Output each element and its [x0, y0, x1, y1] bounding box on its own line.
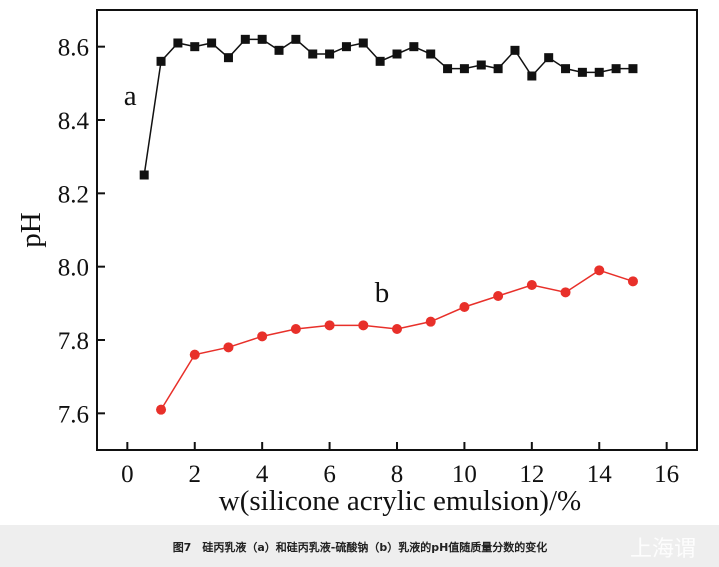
series-label: a	[124, 80, 137, 112]
marker	[493, 291, 504, 301]
marker	[173, 38, 183, 48]
marker	[627, 276, 638, 287]
marker	[189, 349, 200, 360]
marker	[493, 64, 503, 74]
marker	[358, 38, 368, 48]
marker	[544, 53, 554, 63]
caption: 图7 硅丙乳液（a）和硅丙乳液-硫酸钠（b）乳液的pH值随质量分数的变化	[173, 540, 548, 554]
marker	[392, 49, 402, 59]
marker	[223, 53, 233, 63]
marker	[274, 45, 284, 55]
y-tick-label: 7.6	[58, 401, 89, 428]
marker	[459, 302, 470, 312]
marker	[240, 34, 250, 44]
y-tick-label: 8.4	[58, 108, 90, 135]
marker	[257, 331, 268, 342]
marker	[425, 316, 436, 327]
y-tick-label: 8.0	[58, 255, 89, 282]
x-tick-label: 2	[189, 461, 202, 488]
y-axis-label: pH	[15, 212, 47, 248]
marker	[526, 280, 537, 290]
x-tick-label: 14	[587, 461, 613, 488]
x-tick-label: 6	[323, 461, 336, 488]
marker	[375, 56, 385, 66]
series-line	[143, 38, 633, 176]
watermark: 上海谓	[630, 537, 696, 562]
marker	[409, 42, 419, 52]
x-tick-label: 4	[256, 461, 269, 488]
marker	[223, 342, 234, 353]
y-tick-label: 7.8	[58, 328, 89, 355]
marker	[527, 71, 537, 81]
marker	[341, 42, 351, 52]
marker	[257, 34, 267, 44]
marker	[291, 34, 301, 44]
marker	[628, 64, 638, 74]
marker	[560, 287, 571, 298]
marker	[459, 64, 469, 74]
x-axis-label: w(silicone acrylic emulsion)/%	[219, 485, 581, 517]
marker	[443, 64, 453, 74]
marker	[207, 38, 217, 48]
x-tick-label: 0	[121, 461, 134, 488]
marker	[308, 49, 318, 59]
marker	[139, 170, 149, 180]
marker	[594, 265, 605, 276]
plot-frame	[96, 9, 698, 451]
marker	[325, 49, 335, 59]
caption-band	[0, 525, 719, 567]
x-tick-label: 10	[452, 461, 477, 488]
marker	[358, 320, 369, 331]
x-tick-label: 16	[654, 461, 679, 488]
marker	[561, 64, 571, 74]
marker	[324, 320, 335, 331]
marker	[611, 64, 621, 74]
marker	[156, 56, 166, 66]
marker	[594, 67, 604, 77]
y-tick-label: 8.6	[58, 35, 89, 62]
x-tick-label: 8	[391, 461, 404, 488]
marker	[392, 324, 402, 334]
x-tick-label: 12	[519, 461, 544, 488]
marker	[190, 42, 200, 52]
marker	[156, 404, 167, 415]
marker	[476, 60, 486, 70]
marker	[577, 67, 587, 77]
marker	[290, 324, 301, 334]
marker	[426, 49, 436, 59]
series-label: b	[375, 277, 390, 309]
y-tick-label: 8.2	[58, 181, 89, 208]
marker	[510, 45, 520, 55]
